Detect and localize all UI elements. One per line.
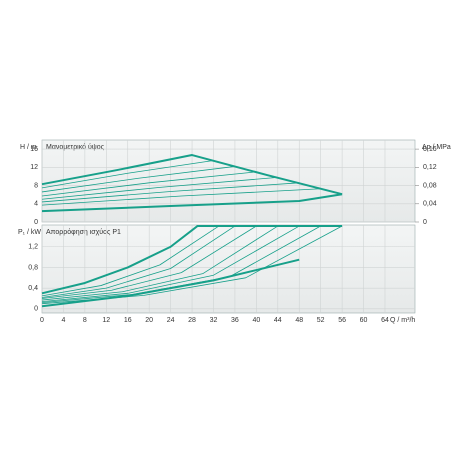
x-tick-label: 60 [360, 317, 368, 324]
x-tick-label: 24 [167, 317, 175, 324]
y2-tick-label: 0,16 [423, 146, 437, 153]
x-tick-label: 20 [145, 317, 153, 324]
y-tick-label: 8 [34, 182, 38, 189]
y-tick-label: 0 [34, 306, 38, 313]
curve [41, 225, 321, 304]
curve [41, 171, 257, 197]
y-tick-label: 1,2 [28, 244, 38, 251]
curve [41, 154, 343, 196]
curve [41, 225, 236, 298]
x-axis-label: Q / m³/h [390, 317, 415, 324]
x-tick-label: 4 [61, 317, 65, 324]
x-tick-label: 44 [274, 317, 282, 324]
y-tick-label: 0 [34, 219, 38, 226]
x-tick-label: 32 [210, 317, 218, 324]
y-axis-label: P₁ / kW [18, 229, 41, 236]
x-tick-label: 12 [102, 317, 110, 324]
curve [41, 182, 300, 203]
curve [41, 225, 300, 303]
x-tick-label: 36 [231, 317, 239, 324]
panel-title: Μανομετρικό ύψος [46, 143, 105, 151]
x-tick-label: 16 [124, 317, 132, 324]
x-tick-label: 48 [295, 317, 303, 324]
x-tick-label: 28 [188, 317, 196, 324]
x-tick-label: 52 [317, 317, 325, 324]
curve [41, 193, 343, 213]
x-tick-label: 56 [338, 317, 346, 324]
curve [41, 160, 214, 189]
x-tick-label: 40 [252, 317, 260, 324]
y2-tick-label: 0,12 [423, 164, 437, 171]
curve [41, 225, 220, 297]
x-tick-label: 64 [381, 317, 389, 324]
y2-tick-label: 0 [423, 219, 427, 226]
x-tick-label: 0 [40, 317, 44, 324]
curve [41, 258, 300, 308]
curve [41, 176, 278, 200]
curve [41, 225, 279, 301]
y-axis-label: H / m [20, 144, 37, 151]
y-tick-label: 0,4 [28, 285, 38, 292]
y-tick-label: 16 [30, 146, 38, 153]
y-tick-label: 12 [30, 164, 38, 171]
curve [41, 225, 257, 299]
y-tick-label: 4 [34, 201, 38, 208]
panel-title: Απορρόφηση ισχύος P1 [46, 228, 121, 236]
y2-tick-label: 0,08 [423, 182, 437, 189]
curve [41, 225, 343, 305]
y-tick-label: 0,8 [28, 264, 38, 271]
y2-tick-label: 0,04 [423, 201, 437, 208]
curve [41, 188, 321, 206]
y2-axis-label: Δp / MPa [422, 144, 451, 151]
curve [41, 225, 343, 295]
x-tick-label: 8 [83, 317, 87, 324]
curve [41, 166, 235, 193]
